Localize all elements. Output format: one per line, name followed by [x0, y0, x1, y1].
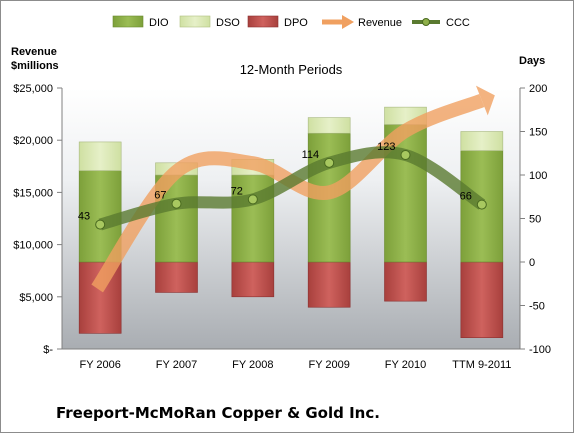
- bar-dso: [78, 141, 122, 171]
- left-tick-label: $10,000: [13, 240, 53, 252]
- bar-dpo: [307, 261, 351, 308]
- company-name: Freeport-McMoRan Copper & Gold Inc.: [56, 404, 380, 422]
- category-label: TTM 9-2011: [452, 359, 511, 371]
- right-tick-label: -50: [529, 301, 545, 313]
- ccc-point: [324, 157, 335, 168]
- left-tick-label: $-: [43, 344, 53, 356]
- ccc-data-label: 114: [302, 149, 320, 161]
- category-labels: FY 2006 FY 2007 FY 2008 FY 2009 FY 2010 TTM 9…: [79, 359, 511, 371]
- right-tick-label: -100: [529, 344, 551, 356]
- left-tick-label: $5,000: [19, 292, 53, 304]
- line-series: 43 67 72 114 123 66: [78, 85, 495, 293]
- left-axis-title-line1: Revenue: [11, 46, 57, 58]
- revenue-arrowhead: [475, 85, 495, 116]
- right-tick-label: 150: [529, 127, 547, 139]
- legend-item-revenue: Revenue: [322, 15, 402, 29]
- ccc-point: [476, 199, 487, 210]
- ccc-data-label: 72: [231, 185, 243, 197]
- bar-dpo: [384, 261, 427, 302]
- left-axis-title-line2: $millions: [11, 60, 59, 72]
- bar-dso: [307, 117, 351, 134]
- legend-item-dso: DSO: [179, 15, 240, 29]
- category-label: FY 2006: [79, 359, 120, 371]
- ccc-data-label: 43: [78, 211, 90, 223]
- ccc-data-label: 67: [154, 190, 166, 202]
- bar-dpo: [155, 261, 198, 293]
- legend-item-dpo: DPO: [247, 15, 308, 29]
- legend-label-dpo: DPO: [284, 17, 308, 29]
- bar-dpo: [460, 261, 504, 338]
- category-label: FY 2009: [308, 359, 349, 371]
- ccc-point: [400, 149, 411, 160]
- ccc-point: [247, 194, 258, 205]
- right-tick-label: 50: [529, 214, 541, 226]
- ccc-point: [95, 219, 106, 230]
- legend-item-ccc: CCC: [412, 17, 470, 29]
- legend-item-dio: DIO: [112, 15, 169, 29]
- legend-label-ccc: CCC: [446, 17, 470, 29]
- legend-label-dso: DSO: [216, 17, 240, 29]
- left-tick-label: $20,000: [13, 135, 53, 147]
- right-tick-label: 100: [529, 170, 547, 182]
- bar-dpo: [231, 261, 275, 298]
- right-axis-title: Days: [519, 55, 545, 67]
- left-tick-label: $15,000: [13, 187, 53, 199]
- category-label: FY 2008: [232, 359, 273, 371]
- ccc-data-label: 66: [460, 191, 472, 203]
- legend: DIO DSO DPO Revenue CCC: [112, 15, 470, 29]
- legend-label-revenue: Revenue: [358, 17, 402, 29]
- legend-label-dio: DIO: [149, 17, 169, 29]
- right-tick-label: 200: [529, 83, 547, 95]
- ccc-data-label: 123: [377, 141, 395, 153]
- category-label: FY 2010: [385, 359, 426, 371]
- right-axis-ticks: -100 -50 0 50 100 150 200: [520, 83, 551, 356]
- category-label: FY 2007: [156, 359, 197, 371]
- bar-dso: [460, 131, 504, 151]
- ccc-point: [171, 198, 182, 209]
- plot-title: 12-Month Periods: [240, 62, 343, 77]
- left-tick-label: $25,000: [13, 83, 53, 95]
- left-axis-ticks: $- $5,000 $10,000 $15,000 $20,000 $25,000: [13, 83, 62, 356]
- right-tick-label: 0: [529, 257, 535, 269]
